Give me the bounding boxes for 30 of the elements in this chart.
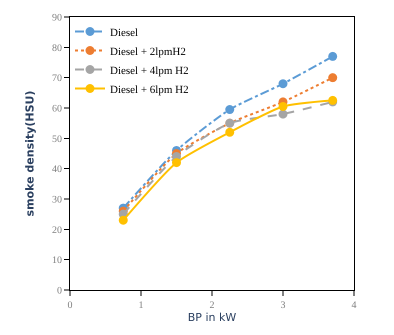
point: [328, 52, 338, 61]
y-tick-label: 40: [52, 164, 62, 176]
y-axis-title: smoke density(HSU): [24, 90, 37, 216]
x-tick-label: 1: [138, 300, 144, 311]
point: [225, 128, 234, 137]
y-tick-label: 10: [52, 255, 62, 266]
point: [328, 73, 338, 82]
point: [278, 79, 288, 88]
point: [172, 158, 181, 168]
x-tick-label: 3: [280, 300, 286, 311]
y-tick-label: 60: [52, 104, 62, 114]
point: [278, 102, 288, 111]
point: [225, 105, 234, 114]
y-tick-label: 50: [52, 134, 62, 145]
x-axis-title: BP in kW: [188, 311, 236, 324]
y-tick-label: 80: [52, 42, 62, 54]
point: [278, 110, 288, 119]
y-tick-label: 70: [52, 73, 62, 84]
point: [118, 216, 128, 225]
x-tick-label: 2: [210, 300, 214, 311]
y-tick-label: 20: [52, 224, 62, 236]
y-tick-label: 30: [52, 194, 62, 206]
legend-label: Diesel + 2lpmH2: [110, 46, 186, 58]
y-tick-label: 90: [52, 12, 62, 24]
legend-label: Diesel: [110, 26, 138, 39]
y-tick-label: 0: [57, 286, 62, 296]
legend-label: Diesel + 6lpm H2: [110, 84, 189, 96]
legend-label: Diesel + 4lpm H2: [110, 64, 189, 77]
x-tick-label: 4: [352, 300, 356, 311]
x-tick-label: 0: [68, 300, 72, 311]
